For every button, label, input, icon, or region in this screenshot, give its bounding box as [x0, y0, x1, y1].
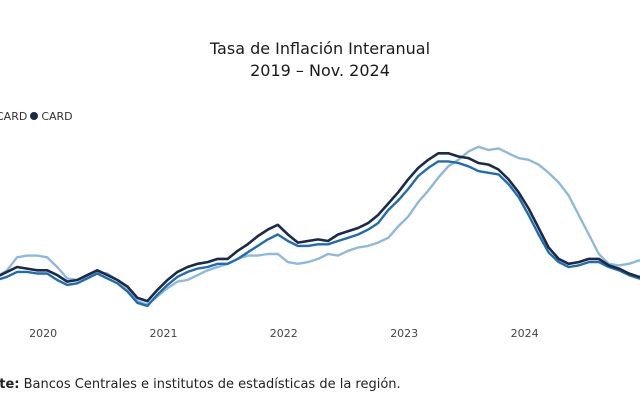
source-text: Bancos Centrales e institutos de estadís…: [19, 377, 401, 392]
x-tick-label: 2021: [150, 327, 178, 340]
x-tick-label: 2024: [511, 327, 539, 340]
chart-title: Tasa de Inflación Interanual: [209, 39, 431, 58]
chart-title-block: Tasa de Inflación Interanual 2019 – Nov.…: [0, 38, 640, 82]
legend-item-light[interactable]: CARD: [0, 110, 27, 123]
source-label: nte:: [0, 377, 20, 392]
x-tick-label: 2022: [270, 327, 298, 340]
series-line-1: [0, 152, 640, 303]
legend-dot-dark-icon: [30, 112, 39, 120]
legend: CARD CARD: [0, 108, 76, 124]
legend-label-light: CARD: [0, 109, 28, 123]
series-line-0: [0, 145, 640, 306]
x-tick-label: 2023: [390, 327, 418, 340]
chart-subtitle: 2019 – Nov. 2024: [250, 61, 390, 80]
legend-item-dark[interactable]: CARD: [30, 109, 73, 123]
series-line-2: [0, 160, 640, 308]
x-tick-label: 2020: [29, 327, 57, 340]
legend-label-dark: CARD: [41, 109, 73, 123]
source-note: nte: Bancos Centrales e institutos de es…: [0, 377, 401, 392]
